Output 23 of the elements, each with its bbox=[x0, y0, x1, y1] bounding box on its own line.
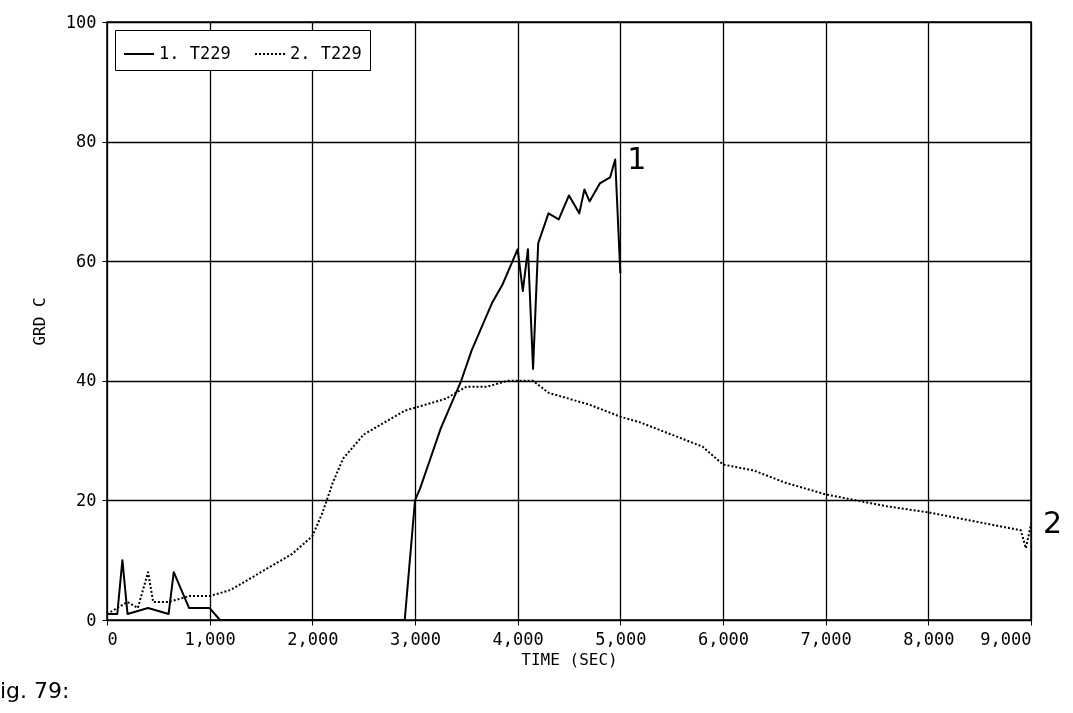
y-tick-label: 60 bbox=[76, 250, 97, 271]
y-axis-title: GRD C bbox=[29, 297, 49, 346]
x-tick-label: 6,000 bbox=[697, 628, 750, 649]
x-tick-label: 2,000 bbox=[287, 628, 339, 649]
x-tick-label: 4,000 bbox=[492, 628, 544, 649]
x-tick-label: 3,000 bbox=[389, 628, 442, 649]
y-tick-label: 40 bbox=[76, 370, 97, 391]
y-tick-label: 20 bbox=[76, 489, 97, 510]
x-tick-label: 7,000 bbox=[800, 628, 852, 649]
text: ig. 79: bbox=[0, 678, 70, 703]
annotation: 2 bbox=[1043, 505, 1063, 541]
x-tick-label: 0 bbox=[107, 628, 118, 649]
x-axis-title: TIME (SEC) bbox=[521, 649, 618, 669]
x-tick-label: 5,000 bbox=[595, 628, 647, 649]
x-tick-label: 1,000 bbox=[184, 628, 236, 649]
legend-label: 1. T229 bbox=[159, 43, 231, 63]
y-tick-label: 100 bbox=[65, 11, 97, 32]
y-tick-label: 0 bbox=[86, 609, 97, 630]
y-tick-label: 80 bbox=[76, 131, 97, 152]
x-tick-label: 8,000 bbox=[903, 628, 955, 649]
x-tick-label: 9,000 bbox=[980, 628, 1032, 649]
legend-label: 2. T229 bbox=[290, 43, 362, 63]
annotation: 1 bbox=[627, 140, 647, 176]
